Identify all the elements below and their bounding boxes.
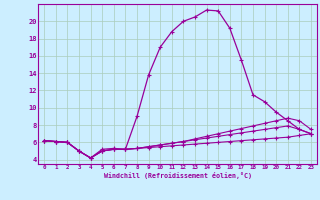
X-axis label: Windchill (Refroidissement éolien,°C): Windchill (Refroidissement éolien,°C) xyxy=(104,172,252,179)
